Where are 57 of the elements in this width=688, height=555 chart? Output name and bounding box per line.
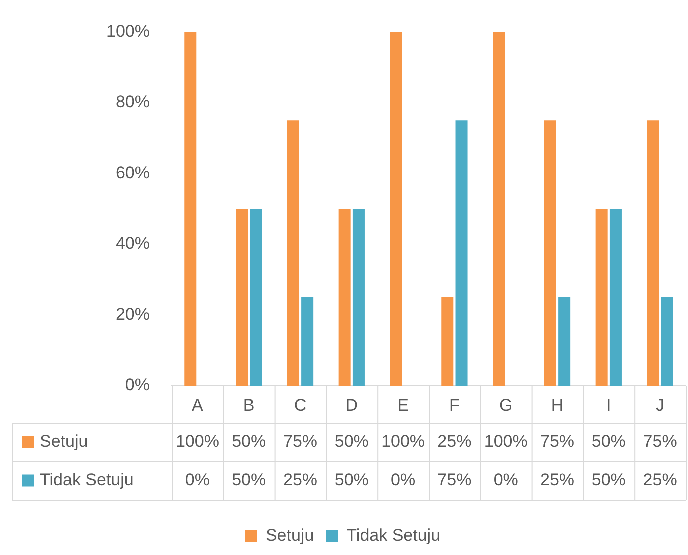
x-tick-label: B [243, 396, 255, 415]
y-tick-label: 40% [116, 234, 150, 254]
x-tick-label: F [450, 396, 460, 415]
y-tick-label: 0% [125, 376, 150, 395]
data-label: 50% [334, 470, 369, 490]
y-tick-label: 20% [116, 304, 150, 324]
data-label: 75% [283, 432, 318, 451]
bar [287, 120, 300, 386]
y-tick-label: 80% [116, 92, 150, 112]
data-label: 75% [438, 470, 472, 490]
bar [544, 120, 556, 386]
x-tick-label: C [294, 396, 307, 415]
data-label: 50% [592, 432, 626, 451]
x-tick-label: E [398, 396, 409, 415]
x-tick-label: H [551, 396, 564, 415]
bar [596, 209, 608, 386]
text: Tidak Setuju [40, 470, 134, 490]
bar [338, 209, 351, 386]
y-tick-label: 100% [106, 22, 150, 41]
bar [184, 32, 197, 386]
legend-label: Setuju [40, 432, 88, 451]
bar [647, 120, 660, 386]
bar [661, 298, 674, 386]
legend-label: Tidak Setuju [346, 526, 441, 546]
data-label: 0% [391, 470, 416, 490]
data-label: 50% [232, 470, 266, 490]
bar [442, 298, 454, 386]
data-label: 25% [283, 470, 318, 490]
data-label: 25% [643, 470, 678, 490]
bar [352, 209, 365, 386]
x-tick-label: D [346, 396, 358, 415]
bar [390, 32, 402, 386]
bar [610, 209, 622, 386]
data-label: 75% [540, 432, 575, 451]
data-label: 100% [382, 432, 426, 451]
bar [558, 298, 571, 386]
data-label: 50% [334, 432, 369, 451]
data-label: 0% [185, 470, 210, 490]
x-tick-label: A [192, 396, 204, 415]
data-label: 75% [643, 432, 678, 451]
data-label: 50% [232, 432, 266, 451]
text: Setuju [266, 526, 314, 546]
bar [236, 209, 248, 386]
data-label: 0% [494, 470, 518, 490]
data-label: 25% [438, 432, 472, 451]
bar [302, 298, 314, 386]
bar [250, 209, 262, 386]
x-tick-label: G [499, 396, 513, 415]
data-label: 25% [540, 470, 575, 490]
x-tick-label: I [606, 396, 612, 415]
x-tick-label: J [656, 396, 665, 415]
y-tick-label: 60% [116, 163, 150, 182]
data-label: 100% [484, 432, 528, 451]
bar [456, 120, 468, 386]
data-label: 100% [176, 432, 220, 451]
data-label: 50% [592, 470, 626, 490]
bar [493, 32, 506, 386]
